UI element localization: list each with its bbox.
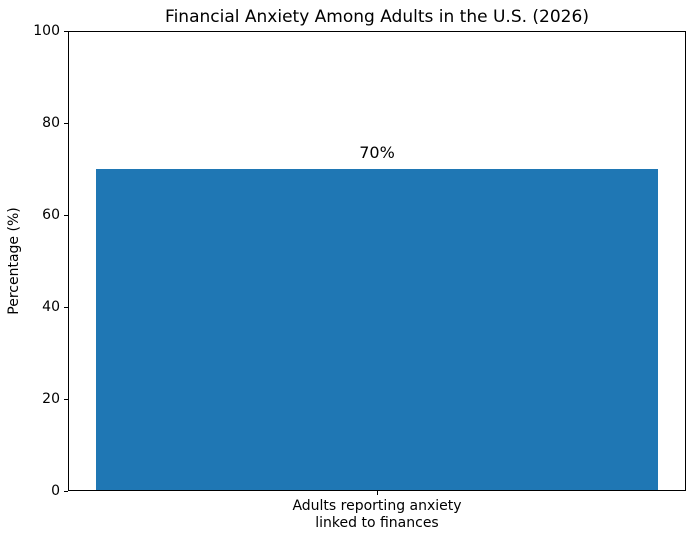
x-tick-label-line: Adults reporting anxiety (292, 498, 462, 514)
y-tick-mark (64, 122, 68, 124)
chart-title: Financial Anxiety Among Adults in the U.… (165, 7, 589, 27)
y-tick-label: 40 (42, 299, 60, 315)
y-tick-mark (64, 214, 68, 216)
x-tick-label: Adults reporting anxiety linked to financ… (247, 498, 507, 532)
y-tick-mark (64, 490, 68, 492)
y-tick-label: 80 (42, 115, 60, 131)
bar (96, 169, 658, 490)
x-tick-label-line: linked to finances (315, 515, 439, 531)
y-tick-mark (64, 30, 68, 32)
y-tick-label: 60 (42, 207, 60, 223)
y-tick-mark (64, 306, 68, 308)
y-tick-mark (64, 398, 68, 400)
x-tick-mark (376, 491, 378, 495)
y-tick-label: 0 (51, 483, 60, 499)
y-tick-label: 20 (42, 391, 60, 407)
y-tick-label: 100 (33, 23, 60, 39)
bar-value-label: 70% (359, 143, 395, 162)
